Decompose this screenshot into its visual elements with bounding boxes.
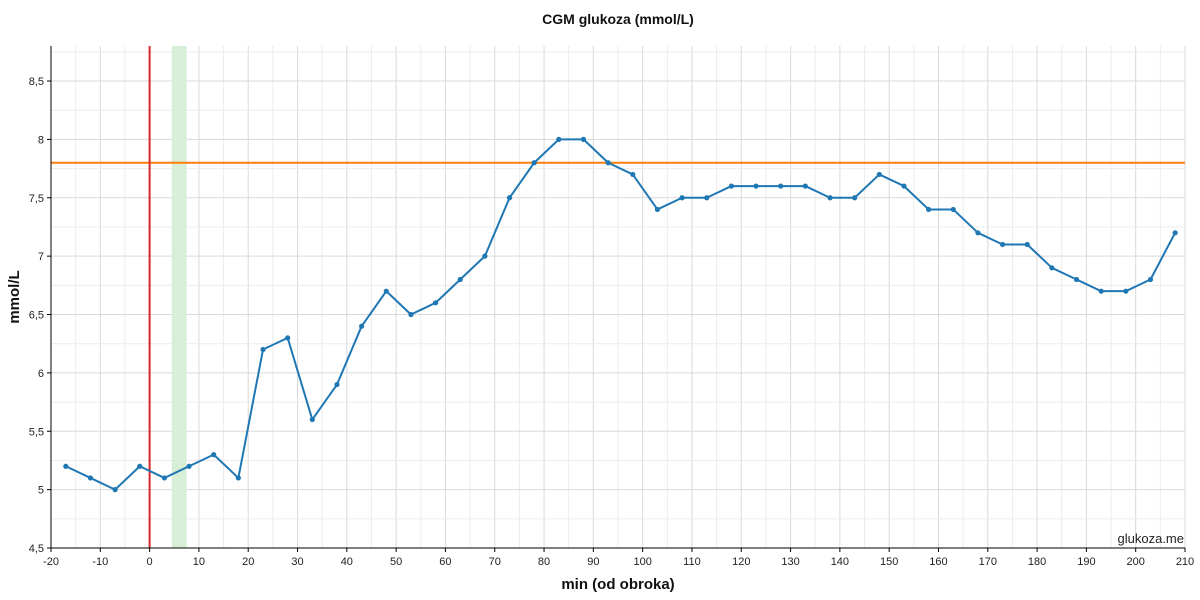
x-tick-label: 50	[390, 556, 402, 568]
data-point	[87, 475, 94, 481]
x-tick-label: 190	[1077, 556, 1095, 568]
y-tick-label: 4,5	[29, 543, 44, 555]
x-tick-label: 140	[831, 556, 849, 568]
data-point	[778, 183, 784, 189]
data-point	[1172, 230, 1178, 236]
data-point	[1073, 276, 1080, 283]
y-tick-label: 8	[38, 134, 44, 146]
tick-labels: -20 -10 0 10 20 30 40 50 60 70 80 90 100 110 120 130 140…	[29, 76, 1194, 568]
watermark-text: glukoza.me	[1118, 531, 1184, 546]
x-tick-label: 150	[880, 556, 898, 568]
data-point	[408, 311, 414, 318]
data-point	[457, 276, 463, 283]
y-axis-title: mmol/L	[6, 270, 23, 323]
data-point	[211, 452, 217, 458]
x-tick-label: -10	[92, 556, 108, 568]
data-point	[506, 195, 513, 201]
series-layer	[63, 136, 1178, 493]
data-point	[334, 381, 340, 388]
x-tick-label: 40	[341, 556, 353, 568]
data-point	[161, 475, 167, 481]
x-tick-label: 80	[538, 556, 550, 568]
reference-lines	[51, 46, 1185, 548]
data-point	[482, 253, 488, 259]
series-line	[65, 138, 1177, 491]
x-tick-label: 210	[1176, 556, 1194, 568]
data-point	[654, 206, 661, 213]
x-tick-label: 90	[587, 556, 599, 568]
data-point	[827, 195, 833, 201]
data-point	[186, 463, 192, 469]
y-tick-label: 5,5	[29, 426, 44, 438]
data-point	[63, 463, 69, 469]
data-point	[753, 183, 759, 189]
data-point	[852, 195, 858, 201]
y-tick-label: 5	[38, 485, 44, 497]
y-tick-label: 7,5	[29, 193, 44, 205]
data-point	[876, 171, 882, 178]
x-tick-label: 160	[929, 556, 947, 568]
x-axis-title: min (od obroka)	[561, 576, 674, 593]
x-tick-label: 100	[633, 556, 651, 568]
data-point	[926, 206, 932, 213]
data-point	[580, 136, 587, 142]
data-point	[950, 206, 956, 213]
data-point	[704, 195, 710, 201]
x-tick-label: 60	[439, 556, 451, 568]
data-point	[260, 346, 266, 353]
data-point	[679, 195, 685, 201]
data-point	[728, 183, 735, 189]
x-tick-label: -20	[43, 556, 59, 568]
data-point	[285, 335, 291, 341]
data-point	[901, 183, 907, 189]
data-point	[1098, 288, 1104, 294]
x-tick-label: 170	[979, 556, 997, 568]
data-point	[309, 416, 315, 423]
data-point	[556, 136, 562, 142]
data-point	[432, 300, 439, 306]
x-tick-label: 30	[291, 556, 303, 568]
x-tick-label: 120	[732, 556, 750, 568]
data-point	[359, 323, 365, 329]
chart-title: CGM glukoza (mmol/L)	[542, 11, 694, 27]
y-tick-label: 8,5	[29, 76, 44, 88]
shaded-region	[171, 46, 187, 548]
data-point	[531, 160, 537, 166]
x-tick-label: 20	[242, 556, 254, 568]
data-point	[235, 475, 241, 481]
axes	[47, 46, 1186, 552]
x-tick-label: 70	[489, 556, 501, 568]
y-tick-label: 6	[38, 368, 44, 380]
x-tick-label: 130	[781, 556, 799, 568]
data-point	[112, 487, 118, 493]
x-tick-label: 180	[1028, 556, 1046, 568]
data-point	[999, 241, 1006, 248]
data-point	[605, 160, 611, 166]
data-point	[1024, 241, 1030, 248]
shaded-regions	[171, 46, 187, 548]
grid	[50, 46, 1186, 549]
y-tick-label: 7	[38, 251, 44, 263]
y-tick-label: 6,5	[29, 310, 44, 322]
data-point	[137, 463, 143, 469]
x-tick-label: 0	[147, 556, 153, 568]
data-point	[975, 230, 981, 236]
data-point	[383, 288, 389, 294]
x-tick-label: 110	[683, 556, 701, 568]
x-tick-label: 200	[1127, 556, 1145, 568]
data-point	[1049, 265, 1055, 271]
data-point	[1147, 276, 1154, 283]
data-point	[1123, 288, 1129, 294]
x-tick-label: 10	[193, 556, 205, 568]
data-point	[802, 183, 808, 189]
data-point	[630, 171, 636, 178]
